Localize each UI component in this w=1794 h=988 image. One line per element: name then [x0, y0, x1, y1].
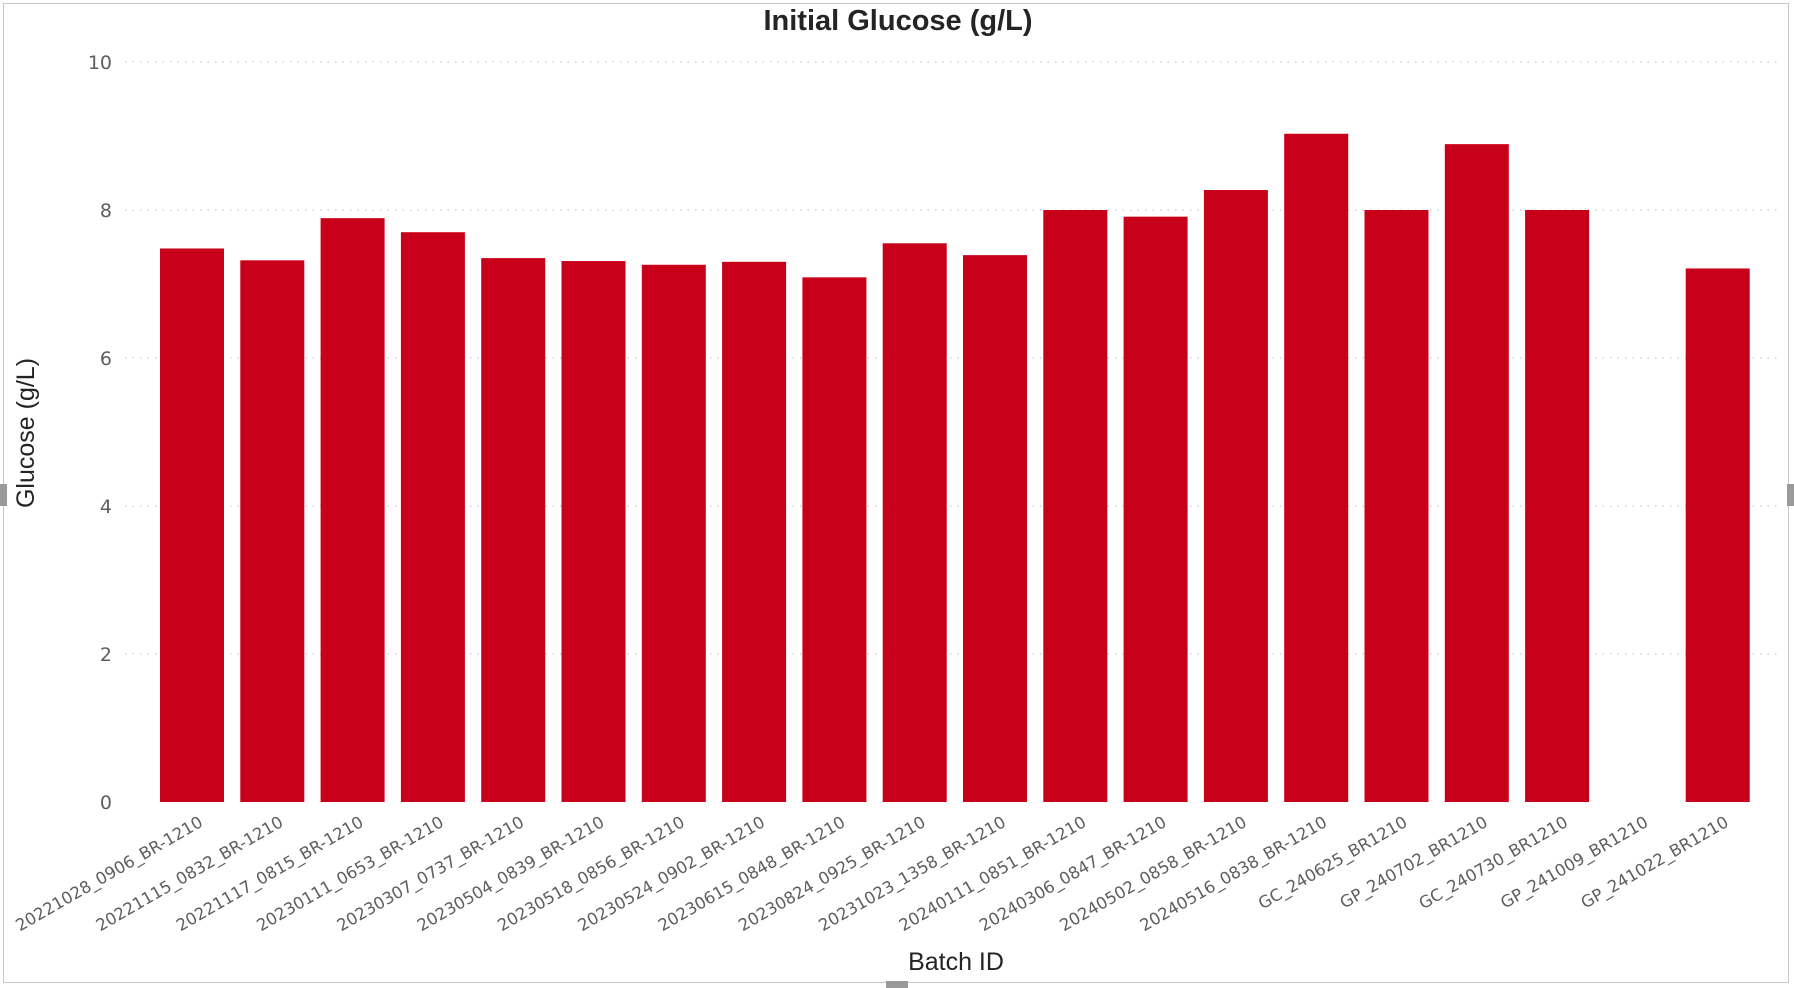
y-tick-label: 4	[100, 496, 112, 518]
x-tick-label: GP_240702_BR1210	[1337, 812, 1492, 913]
bar[interactable]	[561, 261, 626, 802]
bar[interactable]	[320, 218, 385, 802]
y-tick-label: 0	[100, 792, 112, 814]
bar[interactable]	[1364, 210, 1429, 802]
bar[interactable]	[1284, 133, 1349, 802]
bar[interactable]	[240, 260, 305, 802]
resize-handle-bottom[interactable]	[886, 981, 908, 988]
bar[interactable]	[1043, 210, 1108, 802]
bar[interactable]	[160, 248, 224, 803]
resize-handle-right[interactable]	[1787, 484, 1794, 506]
resize-handle-left[interactable]	[0, 484, 7, 506]
x-axis-title: Batch ID	[908, 948, 1004, 976]
bar[interactable]	[400, 232, 465, 802]
x-tick-label: GC_240625_BR1210	[1255, 812, 1411, 914]
bar[interactable]	[882, 243, 947, 803]
y-axis-ticks: 0 2 4 6 8 10	[88, 52, 112, 814]
y-tick-label: 10	[88, 52, 112, 74]
y-axis-title: Glucose (g/L)	[12, 358, 40, 508]
bars	[160, 133, 1750, 803]
y-tick-label: 8	[100, 200, 112, 222]
x-axis-ticks: 20221028_0906_BR-121020221115_0832_BR-12…	[12, 812, 1732, 936]
x-tick-label: GP_241009_BR1210	[1497, 812, 1652, 913]
bar[interactable]	[641, 264, 706, 802]
y-tick-label: 2	[100, 644, 112, 666]
x-tick-label: GC_240730_BR1210	[1416, 812, 1572, 914]
bar[interactable]	[1444, 144, 1509, 802]
bar[interactable]	[481, 258, 546, 803]
bar[interactable]	[802, 277, 867, 803]
bar[interactable]	[1685, 268, 1750, 803]
bar[interactable]	[1203, 190, 1268, 802]
y-tick-label: 6	[100, 348, 112, 370]
bar[interactable]	[722, 261, 787, 802]
x-tick-label: GP_241022_BR1210	[1578, 812, 1733, 913]
bar[interactable]	[1525, 210, 1590, 802]
bar[interactable]	[963, 255, 1027, 802]
chart-title: Initial Glucose (g/L)	[763, 5, 1032, 37]
bar[interactable]	[1123, 216, 1188, 802]
